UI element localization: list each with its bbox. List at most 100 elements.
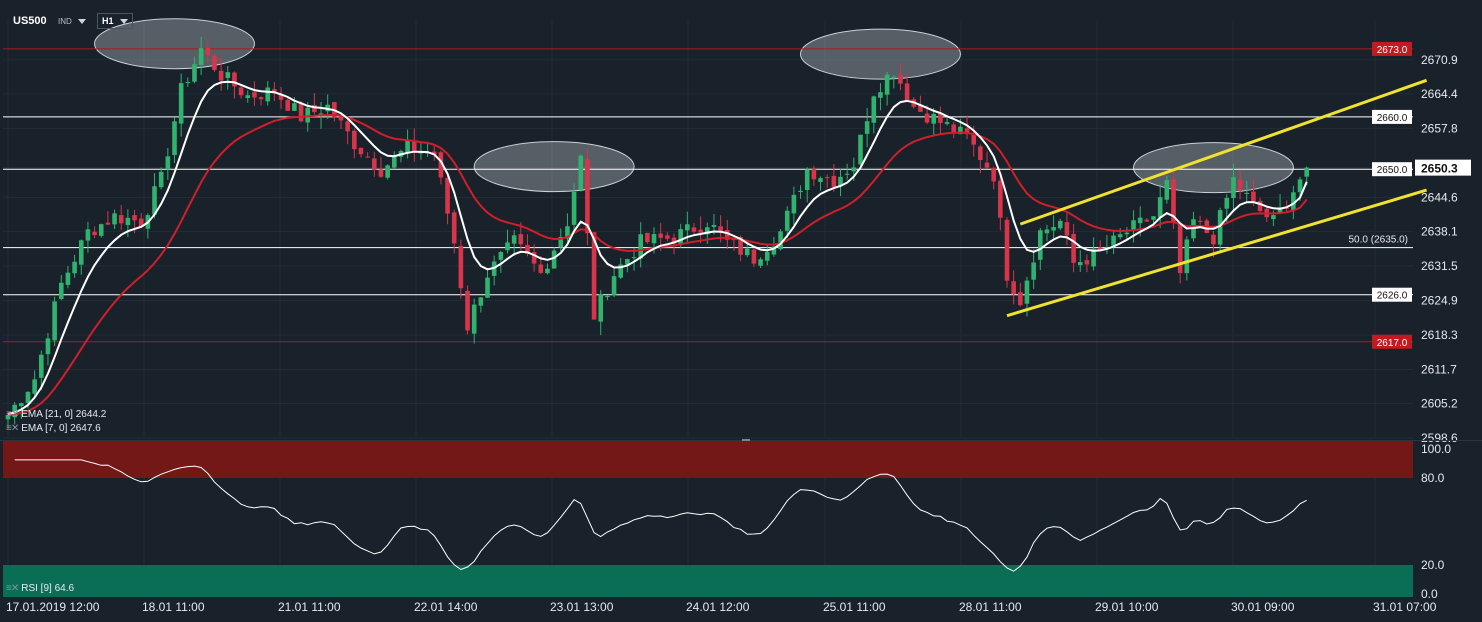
- candle-body: [931, 113, 937, 124]
- candle-body: [372, 158, 377, 170]
- candle-body: [78, 240, 84, 265]
- timeframe-label: H1: [102, 16, 114, 26]
- candle-body: [784, 210, 790, 231]
- level-tag: [1372, 41, 1412, 56]
- candle-body: [605, 295, 610, 298]
- candle-body: [172, 121, 177, 156]
- candle-body: [838, 176, 843, 186]
- candle-body: [92, 231, 97, 236]
- candle-body: [1111, 235, 1116, 246]
- candle-body: [744, 248, 750, 256]
- candle-body: [1131, 220, 1136, 230]
- candle-body: [1217, 210, 1223, 245]
- rsi-legend-label: RSI [9] 64.6: [21, 583, 75, 594]
- candle-body: [585, 158, 590, 234]
- candle-body: [858, 134, 863, 165]
- candle-body: [1097, 247, 1103, 251]
- candle-body: [165, 156, 171, 170]
- candle-body: [1151, 216, 1156, 220]
- candle-body: [498, 252, 504, 260]
- candle-body: [998, 180, 1003, 218]
- candle-body: [844, 173, 850, 175]
- time-tick-label: 28.01 11:00: [959, 600, 1022, 614]
- candle-body: [724, 230, 730, 240]
- candle-body: [864, 121, 870, 134]
- candle-body: [685, 224, 690, 231]
- candle-body: [964, 128, 970, 135]
- candle-body: [971, 134, 976, 145]
- candle-body: [751, 249, 757, 264]
- candle-body: [5, 415, 11, 420]
- candle-body: [818, 178, 823, 183]
- candle-body: [711, 225, 717, 227]
- candle-body: [52, 301, 57, 341]
- candle-body: [1291, 192, 1296, 211]
- candle-body: [192, 64, 197, 82]
- candle-body: [445, 177, 450, 214]
- candle-body: [571, 191, 577, 225]
- candle-body: [385, 165, 390, 178]
- time-tick-label: 31.01 07:00: [1373, 600, 1437, 614]
- candle-body: [824, 177, 830, 179]
- candle-body: [32, 379, 37, 394]
- candle-body: [458, 245, 464, 289]
- candle-body: [558, 236, 564, 248]
- candle-body: [478, 297, 484, 306]
- candle-body: [705, 227, 710, 235]
- candle-body: [625, 259, 630, 265]
- candle-body: [771, 246, 777, 255]
- time-tick-label: 22.01 14:00: [414, 600, 478, 614]
- candle-body: [471, 304, 477, 334]
- ema21-legend[interactable]: ≡✕ EMA [21, 0] 2644.2: [6, 409, 106, 420]
- level-tag: [1372, 162, 1412, 177]
- candle-body: [525, 244, 530, 254]
- candle-body: [1231, 177, 1236, 199]
- candle-body: [1177, 223, 1183, 274]
- candle-body: [738, 237, 743, 255]
- level-tag: [1372, 109, 1412, 124]
- candle-body: [205, 47, 211, 55]
- candle-body: [891, 76, 897, 78]
- candle-body: [1197, 220, 1203, 222]
- time-tick-label: 24.01 12:00: [686, 600, 750, 614]
- rsi-legend[interactable]: ≡✕ RSI [9] 64.6: [6, 583, 74, 594]
- candle-body: [871, 96, 877, 123]
- candle-body: [618, 264, 624, 278]
- candle-body: [565, 226, 570, 239]
- candle-body: [1024, 280, 1030, 304]
- candle-body: [198, 48, 204, 65]
- candle-body: [58, 282, 64, 299]
- candle-body: [272, 89, 277, 94]
- candle-body: [158, 171, 164, 188]
- candle-body: [1004, 219, 1010, 281]
- symbol-label[interactable]: US500: [13, 15, 47, 27]
- candle-body: [804, 169, 810, 190]
- candle-body: [578, 155, 584, 190]
- level-tag-label: 2617.0: [1377, 338, 1408, 349]
- candle-body: [1157, 197, 1163, 218]
- level-tag-label: 2673.0: [1377, 45, 1408, 56]
- candle-body: [665, 235, 670, 239]
- candle-body: [878, 92, 883, 98]
- candle-body: [531, 252, 537, 264]
- candle-body: [265, 87, 271, 102]
- price-tick-label: 2670.9: [1421, 53, 1458, 67]
- candle-body: [538, 264, 544, 273]
- panel-resize-handle: [742, 439, 750, 441]
- ema7-legend[interactable]: ≡✕ EMA [7, 0] 2647.6: [6, 423, 101, 434]
- candle-body: [731, 239, 737, 241]
- current-price-label: 2650.3: [1421, 162, 1458, 176]
- candle-body: [1031, 262, 1036, 280]
- candle-body: [391, 155, 397, 168]
- price-tick-label: 2605.2: [1421, 396, 1458, 410]
- candle-body: [1171, 179, 1176, 223]
- settings-close-icon[interactable]: ≡✕: [6, 409, 19, 420]
- settings-close-icon[interactable]: ≡✕: [6, 423, 19, 434]
- timeframe-select[interactable]: H1: [97, 13, 133, 29]
- settings-close-icon[interactable]: ≡✕: [6, 583, 19, 594]
- candle-body: [1117, 234, 1123, 238]
- candle-body: [551, 250, 557, 269]
- candle-body: [45, 338, 51, 355]
- instrument-type-badge[interactable]: IND: [58, 13, 86, 29]
